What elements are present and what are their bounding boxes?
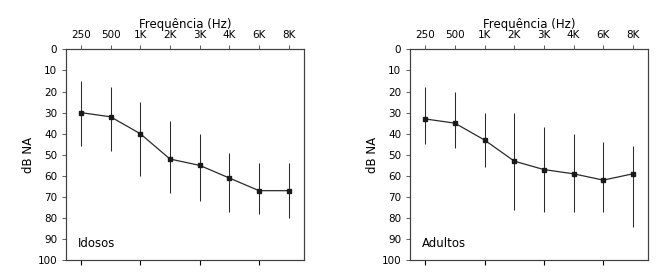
X-axis label: Frequência (Hz): Frequência (Hz)	[483, 18, 575, 30]
X-axis label: Frequência (Hz): Frequência (Hz)	[139, 18, 231, 30]
Text: Idosos: Idosos	[78, 237, 116, 250]
Y-axis label: dB NA: dB NA	[22, 137, 34, 173]
Y-axis label: dB NA: dB NA	[366, 137, 379, 173]
Text: Adultos: Adultos	[422, 237, 467, 250]
